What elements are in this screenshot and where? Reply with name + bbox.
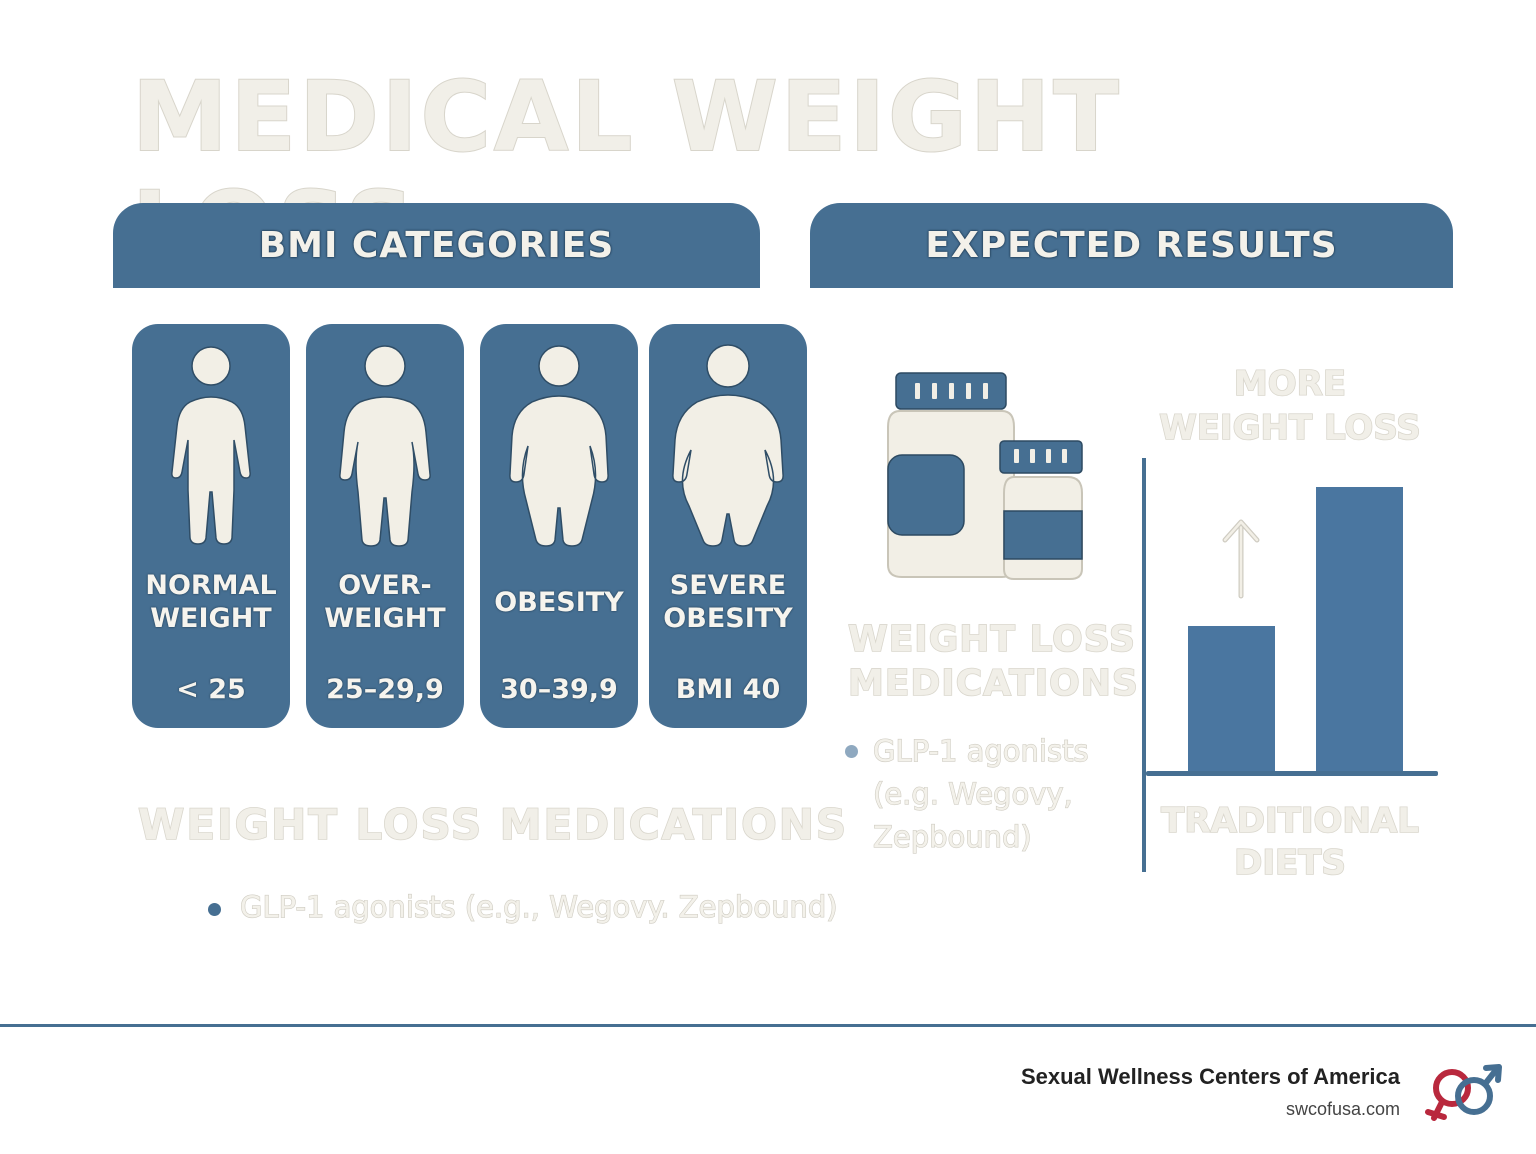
bmi-card-range: < 25 xyxy=(176,674,246,705)
expected-results-header-text: EXPECTED RESULTS xyxy=(925,225,1338,266)
expected-results-header: EXPECTED RESULTS xyxy=(810,203,1453,288)
person-severely-obese-icon xyxy=(672,344,784,547)
bmi-categories-header: BMI CATEGORIES xyxy=(113,203,760,288)
bmi-card-overweight: OVER- WEIGHT 25–29,9 xyxy=(306,324,464,728)
bmi-card-range: 30–39,9 xyxy=(500,674,618,705)
chart-label-traditional-diets: TRADITIONAL DIETS xyxy=(1160,800,1419,884)
brand-name: Sexual Wellness Centers of America xyxy=(1020,1064,1400,1089)
bullet-dot xyxy=(845,745,858,758)
person-slim-icon xyxy=(171,346,251,545)
bmi-card-label: OVER- WEIGHT xyxy=(324,570,446,634)
bmi-categories-header-text: BMI CATEGORIES xyxy=(258,225,615,266)
up-arrow-icon xyxy=(1222,519,1260,599)
medications-heading-left: WEIGHT LOSS MEDICATIONS xyxy=(137,799,849,850)
bar-medication xyxy=(1316,487,1403,771)
bmi-card-normal: NORMAL WEIGHT < 25 xyxy=(132,324,290,728)
bar-traditional xyxy=(1188,626,1275,771)
gender-symbols-logo xyxy=(1425,1064,1502,1121)
bmi-card-range: BMI 40 xyxy=(675,674,781,705)
pill-bottles-icon xyxy=(887,372,1083,580)
footer-divider xyxy=(0,1024,1536,1027)
medications-heading-right: WEIGHT LOSS MEDICATIONS xyxy=(847,618,1139,705)
bmi-card-obesity: OBESITY 30–39,9 xyxy=(480,324,638,728)
bullet-text-right: GLP-1 agonists (e.g. Wegovy, Zepbound) xyxy=(872,733,1089,854)
chart-y-axis xyxy=(1142,458,1146,872)
results-bar-chart xyxy=(1142,458,1438,872)
bullet-dot xyxy=(208,903,221,916)
chart-label-more-weight-loss: MORE WEIGHT LOSS xyxy=(1158,363,1421,449)
bmi-card-severe-obesity: SEVERE OBESITY BMI 40 xyxy=(649,324,807,728)
bmi-card-label: NORMAL WEIGHT xyxy=(145,570,277,634)
person-obese-icon xyxy=(509,345,609,547)
chart-x-axis xyxy=(1146,771,1438,776)
bmi-card-label: OBESITY xyxy=(494,586,624,618)
person-overweight-icon xyxy=(339,345,431,547)
bullet-text-left: GLP-1 agonists (e.g., Wegovy. Zepbound) xyxy=(239,889,838,924)
bmi-card-label: SEVERE OBESITY xyxy=(663,570,793,634)
bmi-card-range: 25–29,9 xyxy=(326,674,444,705)
brand-url: swcofusa.com xyxy=(1285,1099,1400,1119)
